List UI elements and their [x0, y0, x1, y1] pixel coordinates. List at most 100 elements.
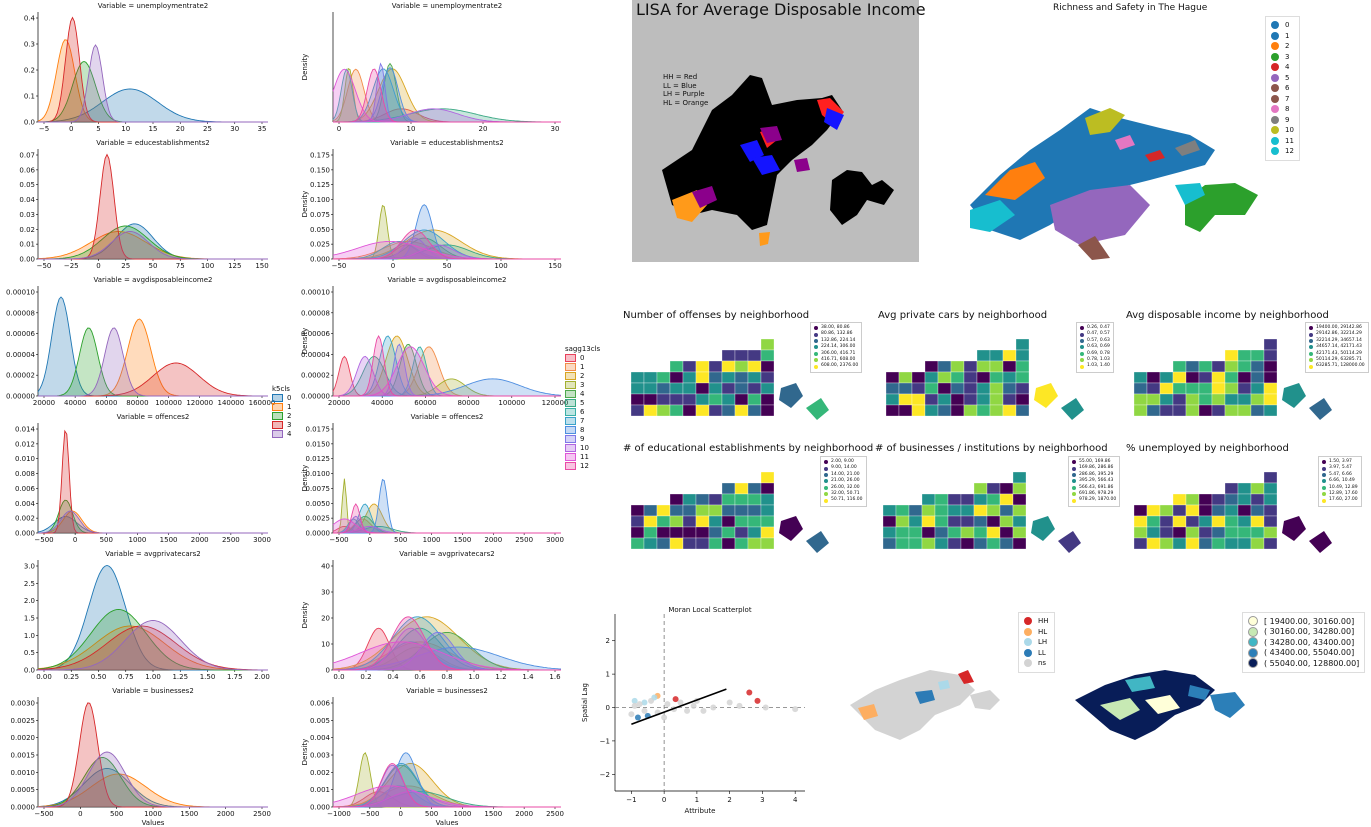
neighborhood-cell	[1159, 404, 1174, 417]
neighborhood-cell	[1159, 515, 1174, 528]
x-tick-label: 120000	[542, 399, 569, 407]
scatter-point	[677, 699, 684, 706]
richness-map-title: Richness and Safety in The Hague	[1053, 3, 1208, 13]
neighborhood-cell	[1198, 526, 1213, 539]
legend-label: 0	[287, 393, 292, 402]
neighborhood-cell	[950, 371, 965, 384]
neighborhood-cell	[656, 537, 671, 550]
neighborhood-cell	[1058, 531, 1081, 553]
quantile-legend-item: ( 43400.00, 55040.00]	[1248, 647, 1359, 659]
neighborhood-cell	[1133, 515, 1148, 528]
neighborhood-cell	[1237, 382, 1252, 395]
scatter-point	[641, 707, 648, 714]
k5cls-legend-item: 1	[272, 402, 291, 411]
neighborhood-cell	[908, 537, 923, 550]
legend-dot	[1271, 42, 1279, 51]
density-fill	[333, 616, 561, 670]
density-curve	[333, 335, 561, 397]
x-tick-label: 0	[662, 796, 666, 804]
neighborhood-cell	[986, 482, 1001, 495]
kde-right-column: Variable = unemploymentrate2 0 10 20 30 Densi…	[301, 2, 569, 827]
density-curve	[333, 503, 561, 534]
density-curve	[333, 108, 561, 123]
neighborhood-cell	[1185, 504, 1200, 517]
panel-title-4: Variable = avgprivatecars2	[399, 550, 494, 558]
lisa-ll-region-3	[824, 108, 844, 130]
neighborhood-cell	[760, 360, 775, 373]
neighborhood-cell	[643, 404, 658, 417]
neighborhood-cell	[986, 493, 1001, 506]
x-tick-label: 0	[73, 536, 77, 544]
density-fill	[333, 69, 561, 122]
scatter-point	[684, 707, 691, 714]
legend-label: 3.97, 5.47	[1329, 465, 1352, 471]
neighborhood-cell	[695, 515, 710, 528]
neighborhood-cell	[643, 526, 658, 539]
legend-label: 12	[580, 461, 589, 470]
lisa-legend-hh: HH = Red	[663, 73, 698, 81]
sagg13cls-legend-item: 8	[565, 425, 600, 434]
neighborhood-cell	[779, 516, 803, 541]
neighborhood-cell	[630, 393, 645, 406]
x-tick-label: 0.0	[333, 673, 344, 681]
legend-label: 978.29, 1870.00	[1079, 497, 1117, 503]
neighborhood-cell	[695, 404, 710, 417]
neighborhood-cell	[734, 537, 749, 550]
neighborhood-cell	[911, 382, 926, 395]
scatter-point	[648, 697, 655, 704]
neighborhood-cell	[1015, 349, 1030, 362]
neighborhood-cell	[1012, 537, 1027, 550]
scatter-point	[726, 699, 733, 706]
legend-label: HL	[1038, 627, 1048, 636]
legend-label: 5	[1285, 73, 1290, 82]
neighborhood-cell	[1146, 393, 1161, 406]
lisa-map-panel: LISA for Average Disposable Income HH = …	[632, 0, 926, 262]
x-tick-label: 2500	[546, 810, 564, 818]
x-tick-label: −50	[332, 262, 347, 270]
density-curve	[333, 68, 561, 123]
legend-label: 9.00, 14.00	[831, 465, 857, 471]
density-fill	[333, 616, 561, 670]
density-fill	[333, 641, 561, 670]
neighborhood-cell	[986, 526, 1001, 539]
y-tick-label: 0.0030	[11, 700, 36, 708]
legend-dot	[814, 364, 818, 369]
neighborhood-cell	[1198, 360, 1213, 373]
neighborhood-cell	[911, 371, 926, 384]
choropleth-legend-item: 132.86, 224.14	[814, 338, 858, 344]
richness-legend-item: 10	[1271, 125, 1294, 136]
neighborhood-cell	[1002, 404, 1017, 417]
moran-title: Moran Local Scatterplot	[668, 606, 751, 614]
lisa-cluster-ns-region-2	[970, 690, 1000, 710]
x-axis-label: Attribute	[685, 807, 716, 815]
neighborhood-cell	[973, 515, 988, 528]
x-tick-label: 1.2	[495, 673, 506, 681]
legend-dot	[1322, 492, 1326, 497]
x-tick-label: 1000	[423, 536, 441, 544]
choropleth-map	[630, 471, 829, 553]
neighborhood-cell	[1012, 526, 1027, 539]
neighborhood-cell	[656, 526, 671, 539]
neighborhood-cell	[937, 371, 952, 384]
choropleth-legend-item: 5.47, 6.66	[1322, 472, 1358, 478]
sagg13cls-legend-item: 0	[565, 353, 600, 362]
quantile-region-4b	[1210, 692, 1245, 718]
y-tick-label: 0.0	[24, 667, 35, 675]
y-tick-label: 0.1	[24, 93, 35, 101]
y-tick-label: 0.3	[24, 41, 35, 49]
neighborhood-cell	[1211, 393, 1226, 406]
y-tick-label: 0.00006	[301, 330, 330, 338]
legend-label: ( 55040.00, 128800.00]	[1264, 658, 1360, 668]
legend-dot	[1024, 659, 1032, 668]
neighborhood-cell	[947, 515, 962, 528]
neighborhood-cell	[989, 404, 1004, 417]
x-tick-label: 10	[407, 125, 416, 133]
x-tick-label: 500	[100, 536, 113, 544]
sagg13cls-legend-item: 5	[565, 398, 600, 407]
neighborhood-cell	[1250, 382, 1265, 395]
neighborhood-cell	[1224, 537, 1239, 550]
neighborhood-cell	[934, 526, 949, 539]
legend-dot	[824, 479, 828, 484]
neighborhood-cell	[898, 404, 913, 417]
x-tick-label: 1.75	[227, 673, 243, 681]
